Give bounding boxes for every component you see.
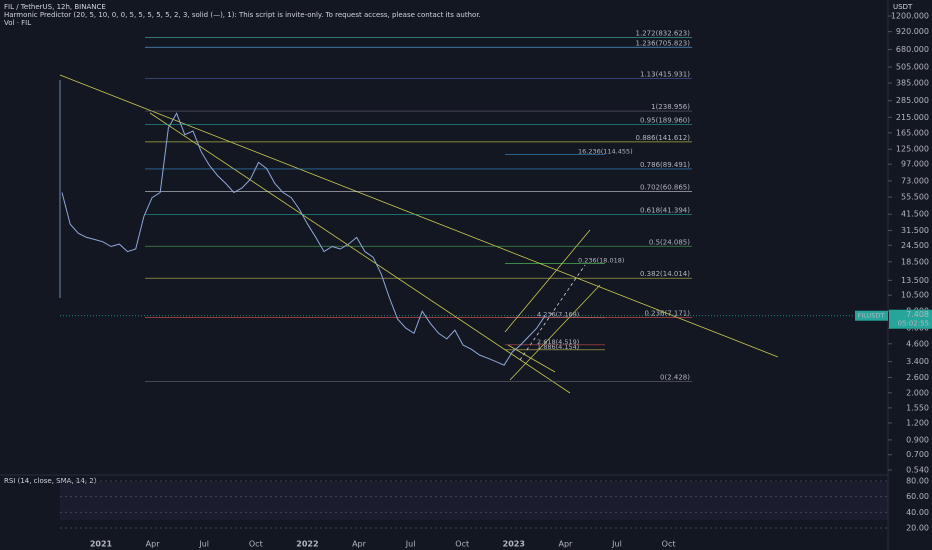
fib-label: 0.702(60.865)	[640, 184, 690, 192]
y-tick-label: 31.500	[901, 226, 929, 235]
fib-label: 1.272(832.623)	[636, 30, 691, 38]
indicator-title: Harmonic Predictor (20, 5, 10, 0, 0, 5, …	[4, 11, 481, 19]
rsi-tick-label: 80.00	[906, 477, 929, 486]
volume-title: Vol · FIL	[4, 19, 31, 27]
price-tag-label: 7.408	[906, 310, 929, 319]
rsi-tick-label: 20.00	[906, 524, 929, 533]
fib-label: 1(238.956)	[651, 103, 690, 111]
projection-label: 1.886(4.154)	[537, 343, 579, 351]
fib-label: 0.618(41.394)	[640, 206, 690, 214]
x-tick-label: Apr	[558, 540, 573, 549]
countdown-label: 05:02:55	[898, 320, 929, 328]
y-tick-label: 4.600	[906, 339, 929, 348]
x-tick-label: Jul	[405, 540, 416, 549]
y-tick-label: 505.000	[896, 62, 929, 71]
channel-line	[504, 229, 591, 333]
y-tick-label: 73.000	[901, 176, 929, 185]
currency-label: USDT	[893, 3, 913, 11]
y-tick-label: 2.000	[906, 388, 929, 397]
fib-label: 1.236(705.823)	[636, 39, 691, 47]
x-tick-label: Apr	[146, 540, 161, 549]
projection-label: 0.236(18.018)	[578, 256, 624, 264]
y-tick-label: 215.000	[896, 113, 929, 122]
channel-line	[509, 284, 601, 381]
symbol-tag	[855, 310, 888, 321]
projection-label: 16.236(114.455)	[578, 147, 633, 155]
rsi-band	[60, 482, 888, 520]
x-tick-label: Apr	[352, 540, 367, 549]
y-tick-label: 2.600	[906, 373, 929, 382]
y-tick-label: 0.900	[906, 435, 929, 444]
x-tick-label: Jul	[611, 540, 622, 549]
symbol-tag-label: FILUSDT	[858, 312, 885, 320]
fib-label: 0.236(7.171)	[644, 310, 690, 318]
x-tick-label: Oct	[249, 540, 263, 549]
x-tick-label: Oct	[662, 540, 676, 549]
y-tick-label: 41.500	[901, 210, 929, 219]
x-tick-label: 2022	[296, 540, 318, 549]
y-tick-label: 125.000	[896, 145, 929, 154]
x-tick-label: Oct	[455, 540, 469, 549]
y-tick-label: 1.200	[906, 418, 929, 427]
fib-label: 0.5(24.085)	[649, 238, 690, 246]
rsi-title: RSI (14, close, SMA, 14, 2)	[4, 477, 97, 485]
fib-label: 0.886(141.612)	[636, 134, 691, 142]
x-tick-label: Jul	[198, 540, 209, 549]
y-tick-label: 55.500	[901, 193, 929, 202]
trend-line	[149, 112, 571, 394]
y-tick-label: 10.500	[901, 291, 929, 300]
rsi-tick-label: 60.00	[906, 492, 929, 501]
symbol-title: FIL / TetherUS, 12h, BINANCE	[4, 3, 106, 11]
projection-line	[519, 264, 586, 361]
y-tick-label: 24.500	[901, 241, 929, 250]
y-tick-label: 385.000	[896, 78, 929, 87]
y-tick-label: 680.000	[896, 45, 929, 54]
y-tick-label: 3.400	[906, 357, 929, 366]
y-tick-label: 920.000	[896, 27, 929, 36]
x-tick-label: 2023	[503, 540, 525, 549]
y-tick-label: 0.540	[906, 466, 929, 475]
fib-label: 0.382(14.014)	[640, 270, 690, 278]
fib-label: 0.95(189.960)	[640, 117, 690, 125]
x-tick-label: 2021	[90, 540, 113, 549]
y-tick-label: 1.550	[906, 403, 929, 412]
projection-label: 4.236(7.169)	[537, 311, 579, 319]
y-tick-label: 0.700	[906, 450, 929, 459]
price-line	[61, 112, 546, 366]
y-tick-label: 97.000	[901, 160, 929, 169]
price-tag	[889, 309, 932, 329]
fib-label: 1.13(415.931)	[640, 70, 690, 78]
y-tick-label: 18.500	[901, 257, 929, 266]
fib-label: 0.786(89.491)	[640, 161, 690, 169]
y-tick-label: 13.500	[901, 276, 929, 285]
y-tick-label: 165.000	[896, 128, 929, 137]
y-tick-label: 285.000	[896, 96, 929, 105]
projection-label: 2.618(4.519)	[537, 338, 579, 346]
y-tick-label: 1200.000	[891, 12, 929, 21]
fib-label: 0(2.428)	[660, 373, 690, 381]
rsi-tick-label: 40.00	[906, 508, 929, 517]
